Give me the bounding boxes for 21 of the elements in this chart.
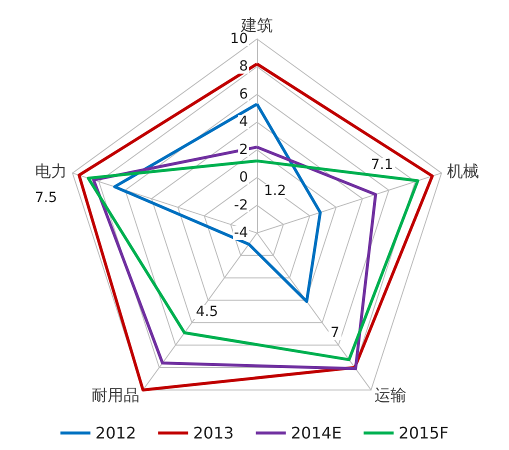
y-tick-label: 10	[230, 31, 248, 47]
y-tick-label: -2	[234, 197, 248, 214]
y-tick-label: 0	[239, 170, 248, 186]
text: 1.2	[264, 183, 286, 199]
legend-label: 2015F	[398, 424, 449, 442]
legend-label: 2012	[95, 424, 136, 442]
text: 7	[330, 325, 340, 341]
legend-label: 2013	[193, 424, 234, 442]
spoke-label: 运输	[374, 385, 407, 404]
text: 4.5	[196, 304, 218, 320]
y-tick-label: 2	[239, 142, 248, 158]
spoke-label: 耐用品	[91, 385, 140, 404]
text: 7.1	[370, 157, 394, 173]
y-tick-label: 8	[239, 58, 248, 75]
y-tick-label: 6	[239, 86, 248, 102]
text: 7.5	[34, 190, 58, 206]
spoke-label: 机械	[447, 162, 480, 181]
legend-label: 2014E	[290, 424, 342, 442]
spoke-label: 电力	[34, 162, 67, 181]
y-tick-label: 4	[239, 114, 248, 130]
y-tick-label: -4	[234, 225, 248, 241]
